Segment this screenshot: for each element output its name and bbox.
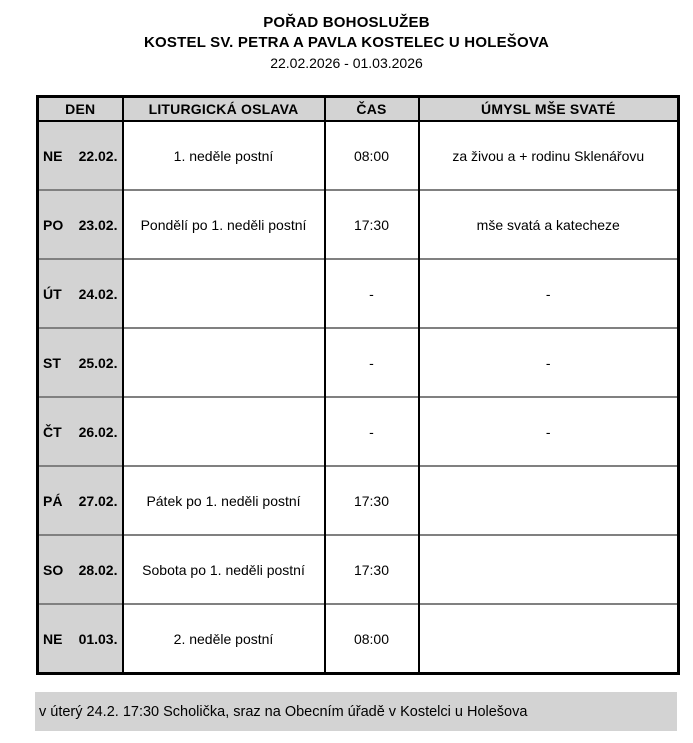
column-header-umysl-mse-svate: ÚMYSL MŠE SVATÉ	[417, 96, 680, 122]
day-cell: ST 25.02.	[36, 327, 124, 397]
celebration-cell: Sobota po 1. neděli postní	[121, 534, 326, 604]
day-date: 27.02.	[78, 492, 118, 509]
intention-cell: -	[417, 258, 680, 328]
day-cell: PÁ 27.02.	[36, 465, 124, 535]
intention-cell	[417, 603, 680, 674]
intention-cell: -	[417, 327, 680, 397]
celebration-cell	[121, 258, 326, 328]
day-date: 01.03.	[78, 630, 118, 647]
schedule-table: DEN LITURGICKÁ OSLAVA ČAS ÚMYSL MŠE SVAT…	[36, 95, 680, 675]
day-abbr: ST	[43, 354, 61, 371]
time-cell: 17:30	[323, 534, 420, 604]
table-row: PÁ 27.02. Pátek po 1. neděli postní 17:3…	[36, 465, 680, 535]
date-range: 22.02.2026 - 01.03.2026	[270, 55, 423, 71]
intention-cell	[417, 534, 680, 604]
day-cell: NE 22.02.	[36, 121, 124, 190]
day-abbr: SO	[43, 561, 64, 578]
day-label: ST 25.02.	[40, 354, 121, 371]
intention-cell: za živou a + rodinu Sklenářovu	[417, 121, 680, 190]
celebration-cell: 2. neděle postní	[121, 603, 326, 674]
day-date: 28.02.	[78, 561, 118, 578]
column-header-cas: ČAS	[323, 96, 420, 122]
time-cell: 17:30	[323, 189, 420, 259]
day-date: 25.02.	[78, 354, 118, 371]
day-abbr: PÁ	[43, 492, 63, 509]
table-row: PO 23.02. Pondělí po 1. neděli postní 17…	[36, 189, 680, 259]
table-row: NE 22.02. 1. neděle postní 08:00 za živo…	[36, 121, 680, 190]
day-date: 22.02.	[78, 147, 118, 164]
day-date: 26.02.	[78, 423, 118, 440]
day-label: ÚT 24.02.	[40, 285, 121, 302]
time-cell: -	[323, 258, 420, 328]
intention-cell	[417, 465, 680, 535]
celebration-cell: 1. neděle postní	[121, 121, 326, 190]
celebration-cell	[121, 327, 326, 397]
day-cell: ČT 26.02.	[36, 396, 124, 466]
time-cell: 08:00	[323, 603, 420, 674]
day-cell: NE 01.03.	[36, 603, 124, 674]
day-date: 23.02.	[78, 216, 118, 233]
intention-cell: mše svatá a katecheze	[417, 189, 680, 259]
intention-cell: -	[417, 396, 680, 466]
table-row: NE 01.03. 2. neděle postní 08:00	[36, 603, 680, 674]
page-title: POŘAD BOHOSLUŽEB	[263, 14, 430, 31]
day-abbr: NE	[43, 147, 63, 164]
footer-note: v úterý 24.2. 17:30 Scholička, sraz na O…	[35, 692, 677, 731]
celebration-cell	[121, 396, 326, 466]
titles-block: POŘAD BOHOSLUŽEB KOSTEL SV. PETRA A PAVL…	[0, 0, 693, 74]
day-abbr: ÚT	[43, 285, 62, 302]
page-subtitle: KOSTEL SV. PETRA A PAVLA KOSTELEC U HOLE…	[144, 34, 549, 51]
table-row: SO 28.02. Sobota po 1. neděli postní 17:…	[36, 534, 680, 604]
table-row: ST 25.02. - -	[36, 327, 680, 397]
day-abbr: ČT	[43, 423, 62, 440]
day-label: PÁ 27.02.	[40, 492, 121, 509]
day-abbr: PO	[43, 216, 64, 233]
table-row: ČT 26.02. - -	[36, 396, 680, 466]
time-cell: 17:30	[323, 465, 420, 535]
day-label: PO 23.02.	[40, 216, 121, 233]
table-header-row: DEN LITURGICKÁ OSLAVA ČAS ÚMYSL MŠE SVAT…	[36, 96, 680, 122]
time-cell: -	[323, 396, 420, 466]
table-row: ÚT 24.02. - -	[36, 258, 680, 328]
time-cell: -	[323, 327, 420, 397]
celebration-cell: Pondělí po 1. neděli postní	[121, 189, 326, 259]
day-date: 24.02.	[78, 285, 118, 302]
day-abbr: NE	[43, 630, 63, 647]
time-cell: 08:00	[323, 121, 420, 190]
column-header-liturgicka-oslava: LITURGICKÁ OSLAVA	[121, 96, 326, 122]
day-label: NE 22.02.	[40, 147, 121, 164]
celebration-cell: Pátek po 1. neděli postní	[121, 465, 326, 535]
day-cell: SO 28.02.	[36, 534, 124, 604]
day-label: ČT 26.02.	[40, 423, 121, 440]
day-cell: PO 23.02.	[36, 189, 124, 259]
day-label: NE 01.03.	[40, 630, 121, 647]
column-header-den: DEN	[36, 96, 124, 122]
day-cell: ÚT 24.02.	[36, 258, 124, 328]
day-label: SO 28.02.	[40, 561, 121, 578]
